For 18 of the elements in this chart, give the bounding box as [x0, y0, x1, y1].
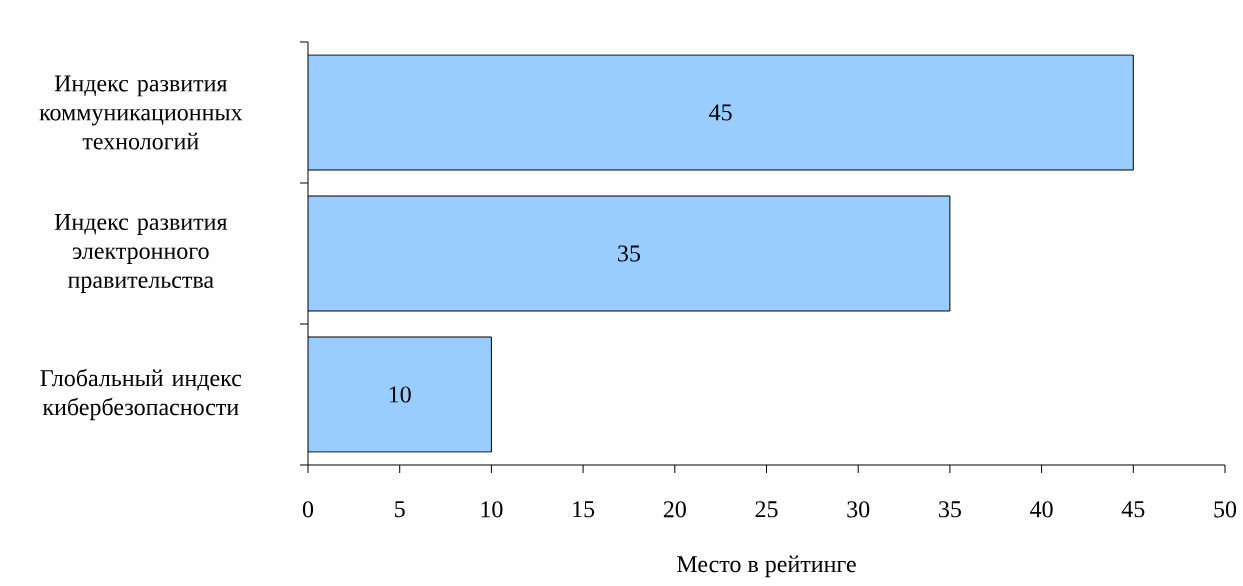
x-tick-label: 35 — [939, 501, 961, 518]
x-tick-label: 15 — [573, 501, 595, 518]
x-tick-label: 0 — [302, 501, 314, 518]
x-tick-label: 30 — [847, 501, 870, 518]
y-tick-label: Индекс развития коммуникационных технологий — [39, 75, 243, 150]
x-tick-label: 45 — [1121, 501, 1145, 518]
data-label: 35 — [618, 245, 641, 262]
x-tick-label: 40 — [1030, 501, 1053, 518]
y-tick-label: Индекс развития электронного правительства — [54, 214, 228, 293]
data-label: 10 — [389, 386, 411, 403]
data-label: 45 — [709, 104, 732, 121]
y-tick-label: Глобальный индекс кибербезопасности — [40, 368, 242, 421]
x-tick-label: 50 — [1214, 501, 1237, 518]
x-tick-label: 20 — [663, 501, 686, 518]
x-tick-label: 10 — [481, 501, 503, 518]
x-tick-label: 25 — [755, 501, 778, 518]
x-axis-title: Место в рейтинге — [677, 555, 856, 578]
x-tick-label: 5 — [395, 501, 405, 518]
